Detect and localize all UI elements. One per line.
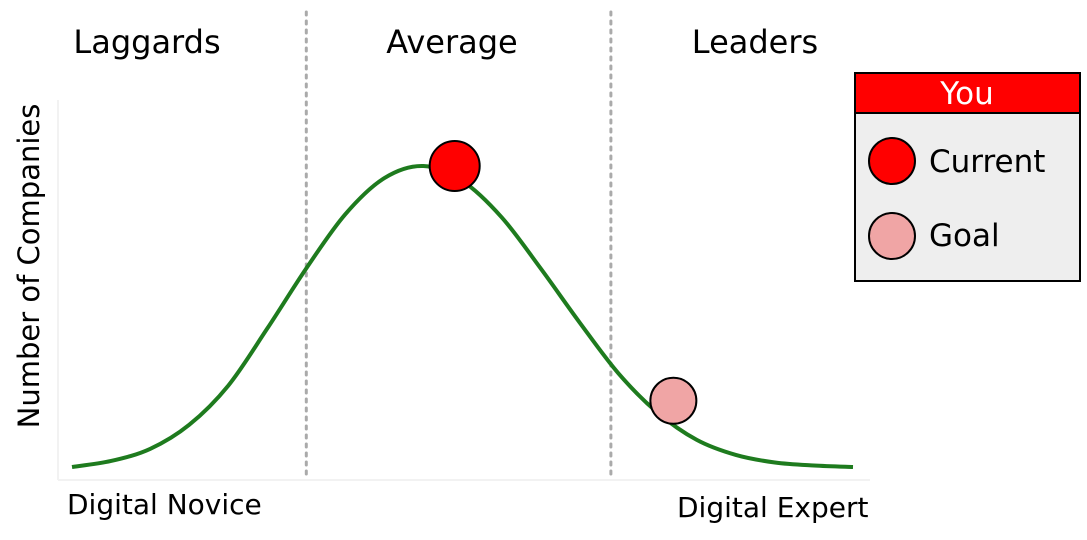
marker-layer bbox=[428, 140, 698, 425]
segment-label-leaders: Leaders bbox=[692, 23, 818, 61]
legend-goal-swatch bbox=[868, 212, 916, 260]
segment-dividers bbox=[304, 10, 613, 478]
x-axis-right-label: Digital Expert bbox=[677, 491, 868, 524]
legend-goal-label: Goal bbox=[929, 218, 1000, 254]
curve-layer bbox=[71, 163, 854, 469]
legend-title-background bbox=[854, 72, 1081, 114]
y-axis-label: Number of Companies bbox=[12, 104, 46, 429]
bell-curve-line-0 bbox=[71, 163, 854, 469]
legend-title: You bbox=[939, 76, 993, 112]
segment-label-average: Average bbox=[386, 23, 517, 61]
marker-goal bbox=[649, 376, 698, 425]
segment-label-laggards: Laggards bbox=[73, 23, 220, 61]
x-axis-left-label: Digital Novice bbox=[67, 488, 262, 521]
marker-current bbox=[428, 140, 481, 192]
legend: You Current Goal bbox=[854, 72, 1081, 282]
legend-current-swatch bbox=[868, 137, 916, 185]
legend-current-label: Current bbox=[929, 144, 1045, 180]
